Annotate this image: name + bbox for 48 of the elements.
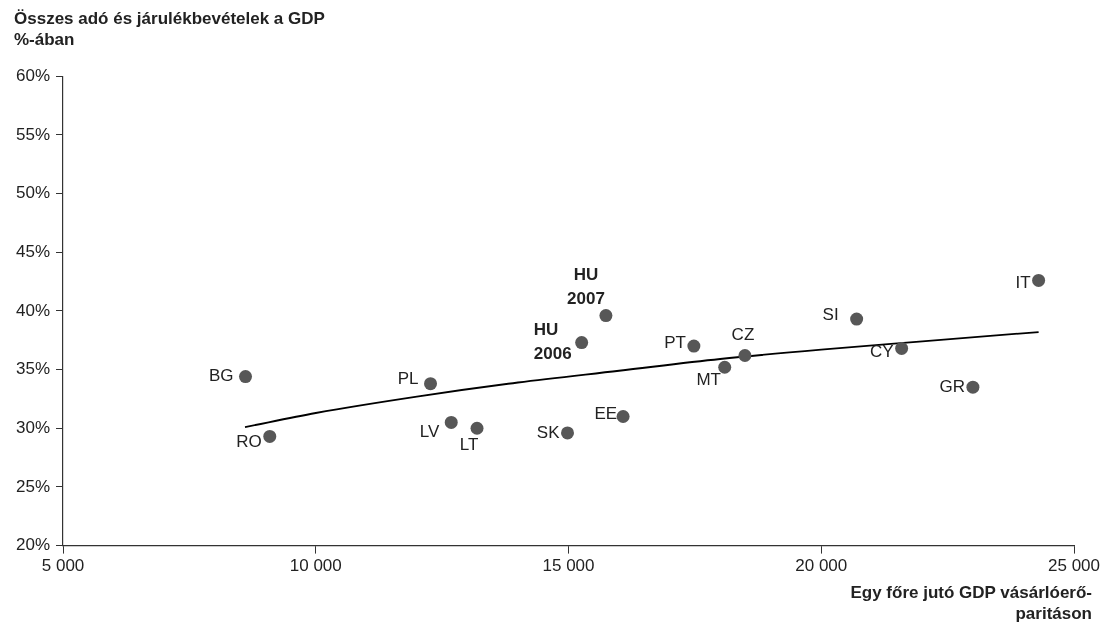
point bbox=[599, 309, 613, 323]
y-tick-label: 35% bbox=[15, 359, 51, 379]
point bbox=[687, 339, 701, 353]
point bbox=[424, 377, 438, 391]
point bbox=[738, 348, 752, 362]
point bbox=[561, 426, 574, 440]
annotation: SK bbox=[536, 422, 561, 442]
annotation: LV bbox=[419, 422, 440, 442]
point bbox=[718, 360, 732, 374]
x-tick-label: 10 000 bbox=[289, 556, 342, 576]
point bbox=[444, 415, 458, 429]
annotation: PL bbox=[397, 369, 419, 389]
y-tick-label: 60% bbox=[15, 65, 51, 85]
annotation: PT bbox=[664, 332, 686, 352]
annotation: CZ bbox=[731, 325, 755, 345]
x-tick-label: 25 000 bbox=[1048, 556, 1100, 576]
annotation: IT bbox=[1015, 273, 1031, 293]
annotation: MT bbox=[696, 369, 721, 389]
point bbox=[470, 421, 484, 435]
x-tick-label: 20 000 bbox=[795, 556, 848, 576]
annotation: RO bbox=[236, 432, 262, 452]
point bbox=[966, 380, 980, 394]
point bbox=[616, 410, 630, 424]
annotation: EE bbox=[594, 404, 618, 424]
y-axis-title: Összes adó és járulékbevételek a GDP %-ában bbox=[14, 8, 326, 50]
y-tick-label: 40% bbox=[15, 300, 51, 320]
x-axis-title: Egy főre jutó GDP vásárlóerő-paritáson bbox=[849, 582, 1092, 624]
point bbox=[850, 312, 864, 326]
x-tick-label: 5 000 bbox=[41, 556, 85, 576]
y-tick-label: 45% bbox=[15, 241, 51, 261]
annotation: BG bbox=[208, 366, 234, 386]
y-tick-label: 25% bbox=[15, 476, 51, 496]
point bbox=[239, 370, 253, 384]
annotation: CY bbox=[870, 342, 894, 362]
annotation: LT bbox=[459, 434, 479, 454]
y-tick-label: 20% bbox=[15, 535, 51, 555]
annotation: GR bbox=[939, 376, 965, 396]
annotation: HU 2007 bbox=[567, 265, 605, 309]
point bbox=[263, 429, 277, 443]
y-tick-label: 55% bbox=[15, 124, 51, 144]
x-tick-label: 15 000 bbox=[542, 556, 595, 576]
annotation: HU 2006 bbox=[533, 320, 572, 364]
point bbox=[1032, 273, 1046, 287]
point bbox=[895, 341, 909, 355]
y-tick-label: 30% bbox=[15, 417, 51, 437]
annotation: SI bbox=[822, 304, 839, 324]
y-tick-label: 50% bbox=[15, 183, 51, 203]
point bbox=[575, 336, 589, 350]
